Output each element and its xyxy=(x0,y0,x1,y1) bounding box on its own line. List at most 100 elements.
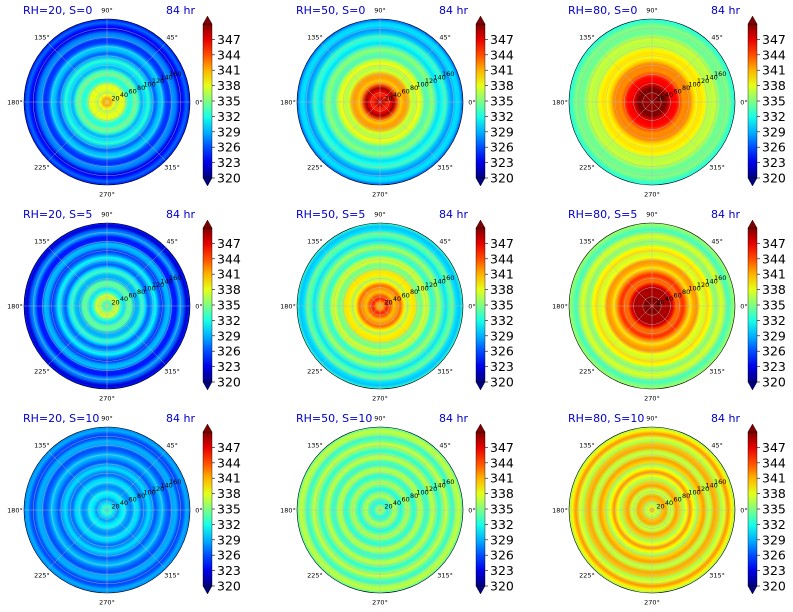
panel-title: RH=80, S=5 xyxy=(568,208,638,221)
colorbar-tick-label: 347 xyxy=(762,440,786,455)
radius-tick-label: 160 xyxy=(714,478,726,486)
colorbar-tick-label: 335 xyxy=(490,298,514,313)
colorbar-tick-label: 329 xyxy=(217,124,241,139)
angle-tick-label: 180° xyxy=(7,99,23,107)
colorbar-tick-label: 332 xyxy=(762,313,786,328)
colorbar-extend-max xyxy=(202,423,213,433)
panel-plot: 90°45°0°315°270°225°180°135°20 40 60 801001… xyxy=(7,7,241,199)
angle-tick-label: 225° xyxy=(579,368,595,376)
colorbar-tick-label: 320 xyxy=(490,171,514,186)
colorbar-tick-label: 335 xyxy=(217,94,241,109)
radius-tick-label: 40 xyxy=(120,295,128,303)
colorbar xyxy=(747,23,758,179)
colorbar-tick-label: 347 xyxy=(762,236,786,251)
colorbar-tick-label: 341 xyxy=(490,471,514,486)
radius-tick-label: 120 xyxy=(697,77,709,85)
radius-tick-label: 140 xyxy=(160,481,172,489)
angular-gridline xyxy=(48,247,108,307)
colorbar-tick-label: 323 xyxy=(762,359,786,374)
radius-tick-label: 80 xyxy=(682,492,690,500)
polar-panel: 90° 45° 0° 315° 270° 225° 180° 135° 20 40 60 80 100 1… xyxy=(545,204,793,408)
angular-gridline xyxy=(106,247,166,307)
colorbar-tick-label: 347 xyxy=(762,32,786,47)
radius-tick-label: 120 xyxy=(152,485,164,493)
angular-gridline xyxy=(106,509,166,569)
colorbar-tick-label: 338 xyxy=(217,282,241,297)
colorbar-tick-label: 344 xyxy=(217,455,241,470)
panel-title: RH=50, S=10 xyxy=(296,412,373,425)
colorbar-tick-label: 341 xyxy=(490,63,514,78)
angle-tick-label: 45° xyxy=(439,441,451,449)
angle-tick-label: 135° xyxy=(307,441,323,449)
radius-tick-label: 40 xyxy=(665,295,673,303)
colorbar-extend-min xyxy=(747,585,758,595)
angular-gridline xyxy=(651,247,711,307)
colorbar-extend-max xyxy=(747,423,758,433)
panel-title: RH=80, S=0 xyxy=(568,4,638,17)
angle-tick-label: 315° xyxy=(164,572,180,580)
colorbar-tick-label: 323 xyxy=(762,155,786,170)
colorbar-extend-max xyxy=(475,423,486,433)
angle-tick-label: 90° xyxy=(646,415,658,423)
colorbar-tick-label: 335 xyxy=(490,94,514,109)
radius-tick-label: 160 xyxy=(442,274,454,282)
radius-tick-label: 80 xyxy=(410,492,418,500)
polar-panel: 90° 45° 0° 315° 270° 225° 180° 135° 20 40 60 80 100 1… xyxy=(0,408,264,612)
radius-tick-label: 20 xyxy=(656,503,664,511)
colorbar-tick-label: 329 xyxy=(762,328,786,343)
angle-tick-label: 270° xyxy=(372,191,388,199)
radius-tick-label: 100 xyxy=(416,284,428,292)
angle-tick-label: 0° xyxy=(740,99,747,107)
angle-tick-label: 135° xyxy=(307,237,323,245)
angular-gridline xyxy=(651,43,711,103)
radius-tick-label: 160 xyxy=(442,478,454,486)
radius-tick-label: 20 xyxy=(384,299,392,307)
colorbar-tick-label: 320 xyxy=(217,171,241,186)
colorbar-tick-label: 323 xyxy=(490,155,514,170)
colorbar xyxy=(475,227,486,383)
angular-gridline xyxy=(106,101,166,161)
angle-tick-label: 180° xyxy=(280,507,296,515)
radius-tick-label: 140 xyxy=(705,277,717,285)
radius-tick-label: 20 xyxy=(656,299,664,307)
colorbar-tick-label: 335 xyxy=(217,502,241,517)
radius-tick-label: 20 xyxy=(384,503,392,511)
angle-tick-label: 45° xyxy=(711,441,723,449)
radius-tick-label: 140 xyxy=(705,73,717,81)
colorbar-tick-label: 326 xyxy=(490,140,514,155)
angular-gridline xyxy=(321,101,381,161)
radius-tick-label: 20 xyxy=(111,503,119,511)
radius-tick-label: 160 xyxy=(714,70,726,78)
angular-gridline xyxy=(379,43,439,103)
angle-tick-label: 45° xyxy=(166,237,178,245)
colorbar-tick-label: 320 xyxy=(762,375,786,390)
angle-tick-label: 225° xyxy=(34,572,50,580)
angle-tick-label: 270° xyxy=(99,599,115,607)
colorbar-tick-label: 335 xyxy=(762,298,786,313)
radius-tick-label: 160 xyxy=(442,70,454,78)
colorbar-tick-label: 320 xyxy=(217,579,241,594)
angular-gridline xyxy=(651,101,711,161)
angular-gridline xyxy=(593,451,653,511)
colorbar-tick-label: 320 xyxy=(490,579,514,594)
colorbar-extend-max xyxy=(475,15,486,25)
colorbar-tick-label: 332 xyxy=(217,517,241,532)
polar-panel: 90° 45° 0° 315° 270° 225° 180° 135° 20 40 60 80 100 1… xyxy=(0,0,264,204)
angular-gridline xyxy=(321,43,381,103)
colorbar-tick-label: 347 xyxy=(490,440,514,455)
colorbar-tick-label: 341 xyxy=(217,63,241,78)
angle-tick-label: 90° xyxy=(374,7,386,15)
colorbar-tick-label: 323 xyxy=(217,563,241,578)
radius-tick-label: 100 xyxy=(143,80,155,88)
angle-tick-label: 90° xyxy=(101,211,113,219)
colorbar-tick-label: 326 xyxy=(490,344,514,359)
angle-tick-label: 180° xyxy=(7,303,23,311)
panel-title: RH=20, S=5 xyxy=(23,208,93,221)
panel-plot: 90°45°0°315°270°225°180°135°20 40 60 801001… xyxy=(280,415,514,607)
colorbar-tick-label: 338 xyxy=(490,78,514,93)
angle-tick-label: 45° xyxy=(711,237,723,245)
angle-tick-label: 0° xyxy=(195,99,202,107)
angle-tick-label: 0° xyxy=(740,303,747,311)
angle-tick-label: 270° xyxy=(644,191,660,199)
angular-gridline xyxy=(593,247,653,307)
